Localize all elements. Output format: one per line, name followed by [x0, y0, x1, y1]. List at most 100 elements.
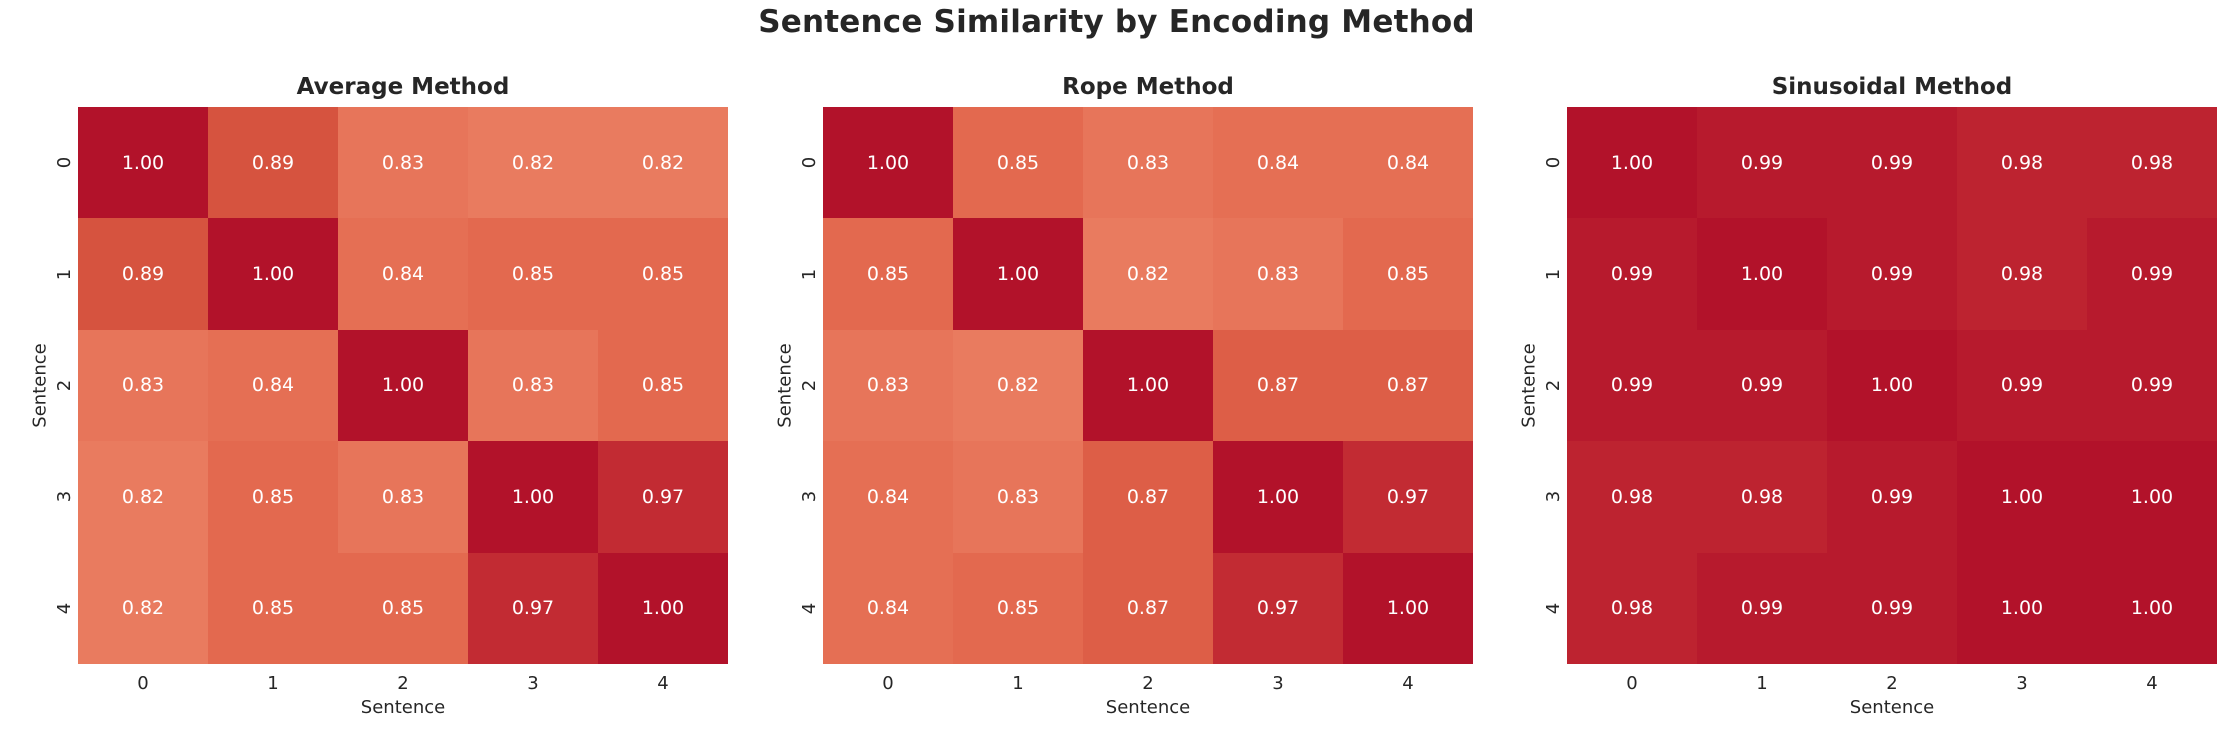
y-axis-label: Sentence — [774, 343, 796, 428]
heatmap-cell: 0.98 — [1957, 218, 2087, 330]
heatmap-cell: 0.87 — [1083, 552, 1213, 664]
heatmap-cell: 0.82 — [78, 552, 208, 664]
y-tick-label: 2 — [54, 379, 76, 392]
x-tick-label: 0 — [882, 673, 894, 694]
x-tick-label: 2 — [397, 673, 409, 694]
heatmap-cell: 0.85 — [953, 107, 1083, 219]
y-tick-label: 3 — [1543, 491, 1565, 503]
heatmap-cell: 0.99 — [1697, 107, 1827, 219]
heatmap-grid-rope: 1.00 0.85 0.83 0.84 0.84 0.85 1.00 0.82 0.83 0.85… — [823, 107, 1473, 664]
x-axis-ticks: 0 1 2 3 4 — [823, 673, 1473, 694]
heatmap-cell: 0.82 — [468, 107, 598, 219]
heatmap-cell: 0.89 — [208, 107, 338, 219]
heatmap-cell: 1.00 — [1567, 107, 1697, 219]
heatmap-cell: 0.84 — [338, 218, 468, 330]
heatmap-cell: 1.00 — [2087, 552, 2217, 664]
x-tick-label: 1 — [267, 673, 279, 694]
heatmap-cell: 1.00 — [1213, 441, 1343, 553]
heatmap-cell: 0.97 — [1213, 552, 1343, 664]
heatmap-cell: 0.99 — [1827, 218, 1957, 330]
y-tick-label: 1 — [54, 268, 76, 280]
x-tick-label: 2 — [1142, 673, 1154, 694]
heatmap-cell: 0.83 — [78, 329, 208, 442]
x-axis-label: Sentence — [360, 697, 446, 718]
heatmap-cell: 0.87 — [1343, 329, 1473, 442]
heatmap-cell: 0.97 — [598, 441, 728, 553]
heatmap-grid-average: 1.00 0.89 0.83 0.82 0.82 0.89 1.00 0.84 0.85 0.85… — [78, 107, 728, 664]
heatmap-cell: 0.99 — [1827, 552, 1957, 664]
x-tick-label: 1 — [1756, 673, 1768, 694]
heatmap-cell: 0.82 — [1083, 218, 1213, 330]
x-tick-label: 0 — [137, 673, 149, 694]
x-axis-ticks: 0 1 2 3 4 — [78, 673, 728, 694]
heatmap-cell: 0.98 — [1957, 107, 2087, 219]
heatmap-cell: 0.99 — [1567, 218, 1697, 330]
heatmap-cell: 0.83 — [338, 107, 468, 219]
heatmap-cell: 0.85 — [953, 552, 1083, 664]
heatmap-cell: 0.84 — [823, 441, 953, 553]
y-axis-ticks: 0 1 2 3 4 — [797, 107, 823, 664]
heatmap-cell: 1.00 — [1827, 329, 1957, 442]
y-tick-label: 0 — [799, 156, 821, 169]
x-tick-label: 3 — [2016, 673, 2028, 694]
heatmap-cell: 0.85 — [1343, 218, 1473, 330]
heatmap-cell: 0.99 — [1567, 329, 1697, 442]
x-tick-label: 4 — [1402, 673, 1414, 694]
y-tick-label: 0 — [1543, 156, 1565, 169]
heatmap-cell: 0.83 — [1083, 107, 1213, 219]
y-tick-label: 1 — [799, 268, 821, 280]
heatmap-cell: 0.99 — [1957, 329, 2087, 442]
heatmap-cell: 0.83 — [953, 441, 1083, 553]
heatmap-cell: 1.00 — [1083, 329, 1213, 442]
x-tick-label: 3 — [1272, 673, 1284, 694]
x-tick-label: 2 — [1886, 673, 1898, 694]
heatmap-cell: 0.83 — [823, 329, 953, 442]
y-tick-label: 3 — [799, 491, 821, 503]
heatmap-cell: 0.85 — [338, 552, 468, 664]
x-axis-ticks: 0 1 2 3 4 — [1567, 673, 2217, 694]
y-axis-label: Sentence — [29, 343, 51, 428]
heatmap-cell: 0.97 — [468, 552, 598, 664]
heatmap-cell: 0.85 — [208, 552, 338, 664]
heatmap-cell: 0.97 — [1343, 441, 1473, 553]
heatmap-cell: 0.99 — [2087, 218, 2217, 330]
y-axis-label: Sentence — [1518, 343, 1540, 428]
heatmap-cell: 1.00 — [338, 329, 468, 442]
heatmap-cell: 0.83 — [338, 441, 468, 553]
heatmap-cell: 0.99 — [1827, 107, 1957, 219]
y-tick-label: 0 — [54, 156, 76, 169]
heatmap-cell: 0.85 — [208, 441, 338, 553]
heatmap-cell: 1.00 — [1957, 552, 2087, 664]
heatmap-cell: 0.99 — [1827, 441, 1957, 553]
heatmap-cell: 0.85 — [598, 329, 728, 442]
subplot-title-sinusoidal: Sinusoidal Method — [1771, 74, 2013, 100]
heatmap-cell: 0.85 — [468, 218, 598, 330]
heatmap-cell: 0.99 — [1697, 552, 1827, 664]
x-axis-label: Sentence — [1105, 697, 1191, 718]
heatmap-cell: 0.85 — [598, 218, 728, 330]
heatmap-cell: 0.99 — [1697, 329, 1827, 442]
heatmap-cell: 1.00 — [953, 218, 1083, 330]
heatmap-cell: 1.00 — [1343, 552, 1473, 664]
heatmap-cell: 0.84 — [208, 329, 338, 442]
y-tick-label: 4 — [799, 602, 821, 615]
y-axis-ticks: 0 1 2 3 4 — [52, 107, 78, 664]
y-axis-zone: Sentence 0 1 2 3 4 — [28, 107, 78, 664]
heatmap-cell: 0.98 — [2087, 107, 2217, 219]
y-tick-label: 2 — [1543, 379, 1565, 392]
heatmap-cell: 0.85 — [823, 218, 953, 330]
x-tick-label: 4 — [657, 673, 669, 694]
heatmap-cell: 0.82 — [78, 441, 208, 553]
heatmap-cell: 1.00 — [598, 552, 728, 664]
y-tick-label: 4 — [1543, 602, 1565, 615]
heatmap-cell: 1.00 — [468, 441, 598, 553]
heatmap-cell: 1.00 — [78, 107, 208, 219]
x-tick-label: 4 — [2146, 673, 2158, 694]
y-tick-label: 2 — [799, 379, 821, 392]
x-tick-label: 1 — [1012, 673, 1024, 694]
y-tick-label: 3 — [54, 491, 76, 503]
